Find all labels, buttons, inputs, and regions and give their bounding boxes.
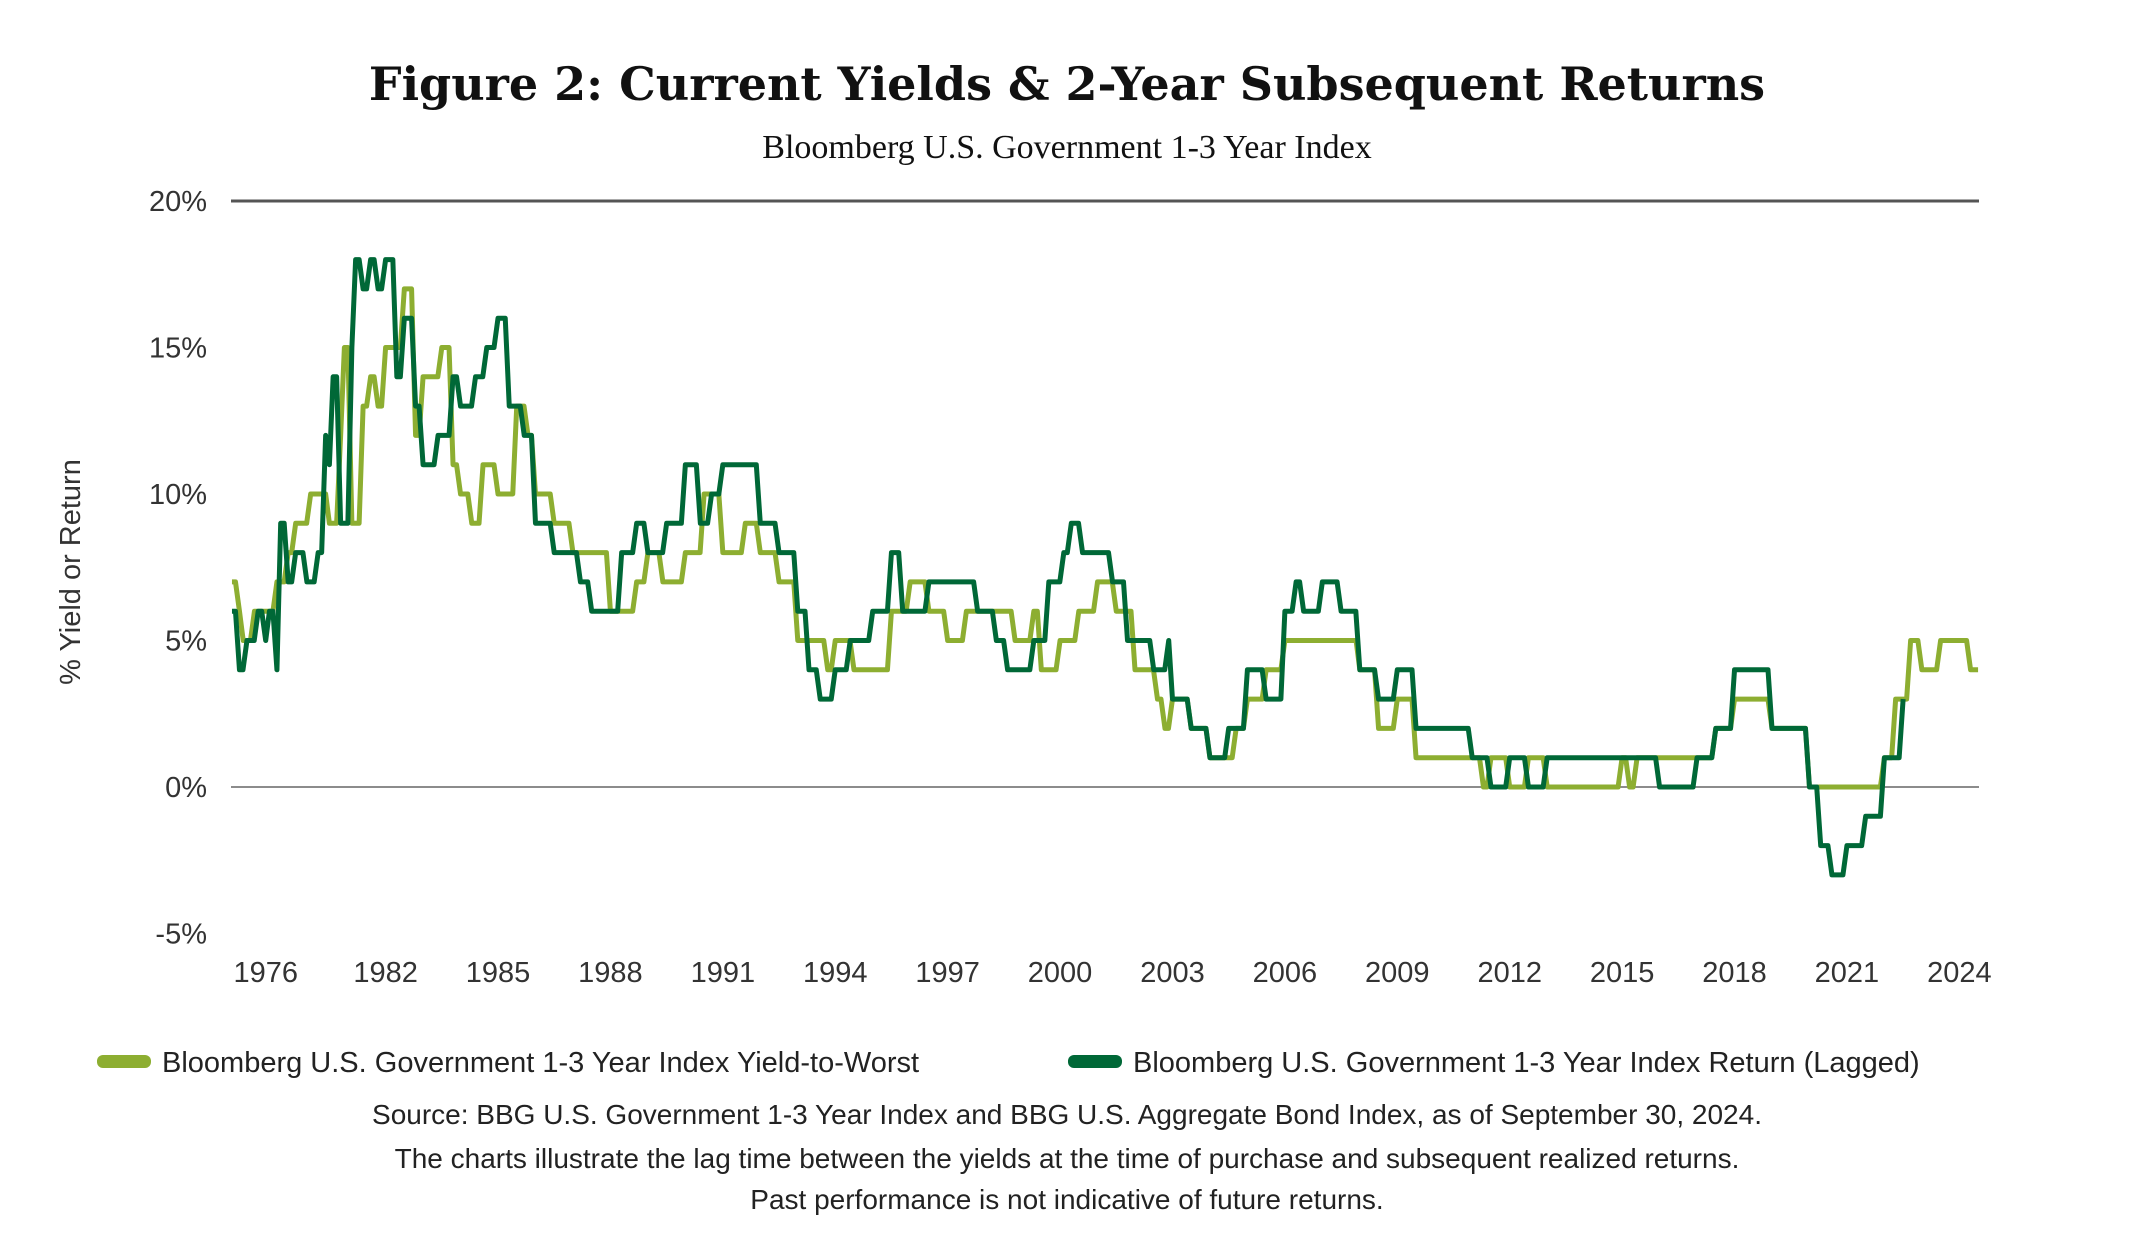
x-tick-label: 2018	[1702, 957, 1767, 989]
x-tick-label: 2024	[1927, 957, 1992, 989]
x-tick-label: 1985	[466, 957, 531, 989]
x-tick-label: 1997	[915, 957, 980, 989]
footnote-source: Source: BBG U.S. Government 1-3 Year Ind…	[372, 1099, 1762, 1130]
chart-subtitle: Bloomberg U.S. Government 1-3 Year Index	[762, 129, 1371, 166]
series-lines	[231, 257, 1979, 878]
x-tick-label: 1991	[691, 957, 756, 989]
legend-label-return: Bloomberg U.S. Government 1-3 Year Index…	[1133, 1047, 1920, 1079]
gridlines	[231, 199, 1979, 788]
x-tick-label: 2009	[1365, 957, 1430, 989]
y-tick-label: -5%	[155, 919, 207, 951]
x-tick-label: 1982	[353, 957, 418, 989]
legend-swatch-yield	[97, 1055, 151, 1068]
y-tick-label: 10%	[149, 479, 207, 511]
legend-swatch-return	[1068, 1055, 1122, 1068]
x-tick-label: 2003	[1140, 957, 1205, 989]
x-tick-label: 1976	[233, 957, 298, 989]
y-tick-label: 0%	[165, 772, 207, 804]
x-tick-label: 2006	[1253, 957, 1318, 989]
y-tick-labels: 20% 15% 10% 5% 0% -5%	[149, 186, 207, 951]
legend-label-yield: Bloomberg U.S. Government 1-3 Year Index…	[162, 1047, 919, 1079]
footnote-disclaimer: Past performance is not indicative of fu…	[750, 1184, 1383, 1215]
yield-series-line	[231, 286, 1979, 790]
x-tick-label: 2015	[1590, 957, 1655, 989]
footnote-explanation: The charts illustrate the lag time betwe…	[395, 1143, 1740, 1174]
x-tick-labels: 1976 1982 1985 1988 1991 1994 1997 2000 2003 2006…	[233, 957, 1991, 989]
x-tick-label: 1994	[803, 957, 868, 989]
chart-title: Figure 2: Current Yields & 2-Year Subseq…	[369, 57, 1765, 111]
x-tick-label: 2012	[1477, 957, 1542, 989]
y-tick-label: 5%	[165, 626, 207, 658]
return-series-line	[231, 257, 1906, 878]
legend: Bloomberg U.S. Government 1-3 Year Index…	[97, 1047, 1920, 1079]
y-tick-label: 20%	[149, 186, 207, 218]
x-tick-label: 2021	[1815, 957, 1880, 989]
y-tick-label: 15%	[149, 333, 207, 365]
x-tick-label: 2000	[1028, 957, 1093, 989]
y-axis-label: % Yield or Return	[55, 459, 87, 685]
x-tick-label: 1988	[578, 957, 643, 989]
